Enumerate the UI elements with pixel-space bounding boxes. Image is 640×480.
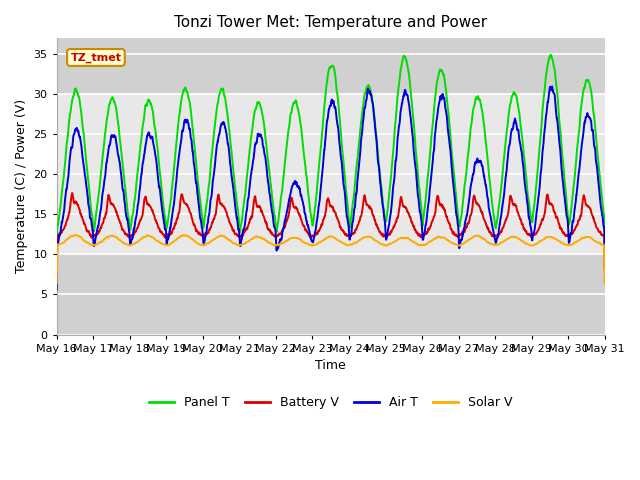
Line: Battery V: Battery V — [57, 193, 605, 269]
Air T — [358, 127, 366, 132]
Line: Solar V: Solar V — [57, 235, 605, 284]
Battery V — [568, 230, 575, 236]
Air T — [205, 209, 213, 215]
Air T — [53, 287, 61, 293]
Battery V — [601, 266, 609, 272]
Solar V — [568, 241, 575, 247]
Air T — [601, 256, 609, 262]
Solar V — [358, 235, 366, 241]
Battery V — [552, 215, 560, 220]
Battery V — [53, 265, 61, 271]
Panel T — [205, 178, 213, 184]
Panel T — [601, 264, 609, 270]
Solar V — [206, 240, 214, 245]
Panel T — [358, 108, 366, 114]
Panel T — [568, 202, 575, 207]
Air T — [490, 231, 498, 237]
Battery V — [358, 206, 366, 212]
Panel T — [53, 268, 61, 274]
Panel T — [346, 223, 354, 228]
Air T — [346, 232, 354, 238]
Solar V — [490, 242, 498, 248]
Solar V — [601, 281, 609, 287]
Line: Air T: Air T — [57, 86, 605, 290]
Text: TZ_tmet: TZ_tmet — [70, 52, 122, 62]
Solar V — [552, 236, 560, 242]
Bar — [57, 38, 605, 94]
Battery V — [490, 234, 498, 240]
Line: Panel T: Panel T — [57, 55, 605, 271]
Panel T — [552, 84, 560, 90]
Solar V — [72, 232, 80, 238]
Bar — [57, 254, 605, 335]
Y-axis label: Temperature (C) / Power (V): Temperature (C) / Power (V) — [15, 99, 28, 274]
Air T — [548, 84, 556, 89]
Solar V — [347, 241, 355, 247]
X-axis label: Time: Time — [316, 359, 346, 372]
Solar V — [53, 280, 61, 286]
Air T — [552, 113, 560, 119]
Battery V — [68, 190, 76, 196]
Panel T — [547, 52, 555, 58]
Battery V — [206, 227, 214, 232]
Title: Tonzi Tower Met: Temperature and Power: Tonzi Tower Met: Temperature and Power — [174, 15, 487, 30]
Air T — [568, 229, 575, 235]
Battery V — [347, 233, 355, 239]
Legend: Panel T, Battery V, Air T, Solar V: Panel T, Battery V, Air T, Solar V — [144, 391, 517, 414]
Panel T — [490, 213, 498, 219]
